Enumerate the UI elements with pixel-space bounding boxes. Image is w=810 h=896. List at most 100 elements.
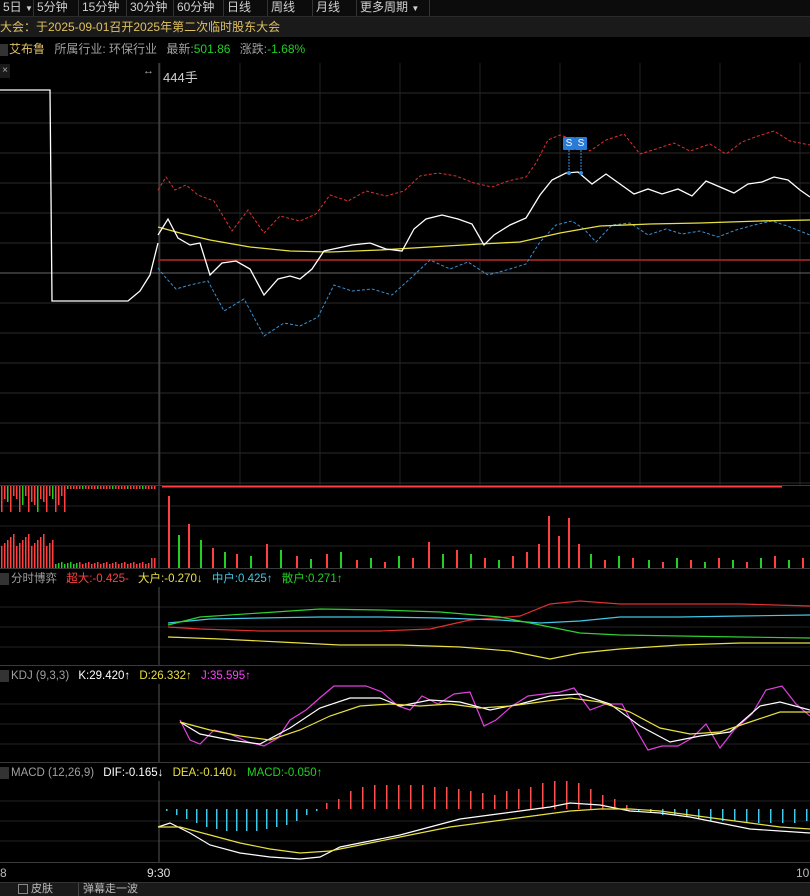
volume-bar (139, 563, 141, 568)
volume-bar (236, 554, 238, 568)
volume-bar (148, 486, 150, 489)
volume-bar (512, 556, 514, 568)
volume-bar (774, 556, 776, 568)
tab-more-periods[interactable]: 更多周期 ▼ (357, 0, 430, 16)
panel-title[interactable]: KDJ (9,3,3) (11, 670, 70, 682)
sell-signal-badge[interactable]: S (575, 137, 587, 150)
volume-bar (31, 546, 33, 568)
macd-histogram-bar (422, 785, 424, 809)
resize-arrows-icon[interactable]: ↔ (143, 65, 154, 77)
kdj-chart[interactable] (0, 684, 810, 762)
volume-bar (145, 564, 147, 568)
volume-bar (13, 486, 15, 496)
macd-histogram-bar (316, 809, 318, 811)
volume-bar (133, 486, 135, 489)
close-icon[interactable] (0, 669, 9, 682)
volume-bar (73, 564, 75, 568)
tab-5-min[interactable]: 5分钟 (34, 0, 79, 16)
tab-label: 更多周期 (360, 0, 409, 14)
volume-bar (133, 562, 135, 568)
volume-bar (151, 558, 153, 568)
announcement-notice[interactable]: 大会：于2025-09-01召开2025年第二次临时股东大会 (0, 17, 810, 37)
volume-bar (604, 560, 606, 568)
collapse-icon[interactable]: × (0, 64, 10, 78)
close-icon[interactable] (0, 766, 9, 779)
volume-bar (106, 562, 108, 568)
volume-bar (121, 486, 123, 489)
macd-histogram-bar (226, 809, 228, 831)
volume-bar (16, 546, 18, 568)
macd-histogram-bar (794, 809, 796, 823)
volume-bar (4, 543, 6, 568)
volume-bar (16, 486, 18, 499)
volume-bar (25, 537, 27, 568)
macd-histogram-bar (446, 787, 448, 809)
volume-bar (162, 486, 782, 488)
volume-bar (34, 543, 36, 568)
macd-histogram-bar (518, 789, 520, 809)
macd-histogram-bar (734, 809, 736, 821)
volume-bar (22, 486, 24, 505)
volume-bar (370, 558, 372, 568)
macd-histogram-bar (806, 809, 808, 821)
volume-bar (538, 544, 540, 568)
tab-15-min[interactable]: 15分钟 (79, 0, 127, 16)
volume-bar (224, 552, 226, 568)
volume-bar (97, 562, 99, 568)
volume-bar (326, 554, 328, 568)
sell-signal-badge[interactable]: S (563, 137, 575, 150)
volume-bar (88, 562, 90, 568)
volume-bar (61, 486, 63, 496)
macd-histogram-bar (542, 783, 544, 809)
volume-bar (340, 552, 342, 568)
panel-title[interactable]: 分时博弈 (11, 573, 57, 585)
macd-histogram-bar (266, 809, 268, 829)
volume-bar (136, 486, 138, 489)
volume-bar (49, 543, 51, 568)
volume-bar (718, 558, 720, 568)
volume-bar (662, 562, 664, 568)
close-icon[interactable] (0, 572, 9, 585)
macd-histogram-bar (236, 809, 238, 831)
macd-histogram-bar (326, 803, 328, 809)
volume-bar (788, 560, 790, 568)
volume-bar (25, 486, 27, 496)
tab-30-min[interactable]: 30分钟 (127, 0, 174, 16)
volume-bar (52, 486, 54, 499)
tab-60-min[interactable]: 60分钟 (174, 0, 224, 16)
macd-histogram-bar (506, 791, 508, 809)
intraday-price-chart[interactable] (0, 63, 810, 485)
average-price-line (157, 219, 810, 253)
volume-bar (55, 564, 57, 568)
volume-bar (296, 556, 298, 568)
volume-bar (94, 486, 96, 489)
volume-bars-chart[interactable] (0, 486, 810, 568)
volume-bar (136, 564, 138, 568)
close-icon[interactable] (0, 43, 8, 56)
volume-bar (67, 563, 69, 568)
volume-bar (148, 563, 150, 568)
tab-monthly[interactable]: 月线 (313, 0, 357, 16)
volume-bar (58, 563, 60, 568)
volume-bar (13, 534, 15, 568)
volume-bar (188, 524, 190, 568)
panel-title[interactable]: MACD (12,26,9) (11, 767, 95, 779)
kdj-k-value: K:29.420↑ (78, 670, 131, 682)
volume-bar (178, 535, 180, 568)
skin-button[interactable]: 皮肤 (18, 883, 53, 896)
danmaku-button[interactable]: 弹幕走一波 (78, 883, 138, 896)
tab-5-day[interactable]: 5日 ▼ (0, 0, 34, 16)
volume-bar (19, 486, 21, 512)
volume-bar (590, 554, 592, 568)
macd-dea-value: DEA:-0.140↓ (172, 767, 238, 779)
tab-weekly[interactable]: 周线 (268, 0, 313, 16)
retail-line (167, 608, 810, 639)
volume-bar (112, 486, 114, 489)
macd-histogram-bar (650, 809, 652, 813)
volume-bar (10, 486, 12, 512)
capital-game-chart[interactable] (0, 587, 810, 665)
volume-bar (82, 486, 84, 489)
tab-daily[interactable]: 日线 (224, 0, 268, 16)
macd-histogram-bar (276, 809, 278, 827)
macd-chart[interactable] (0, 781, 810, 862)
